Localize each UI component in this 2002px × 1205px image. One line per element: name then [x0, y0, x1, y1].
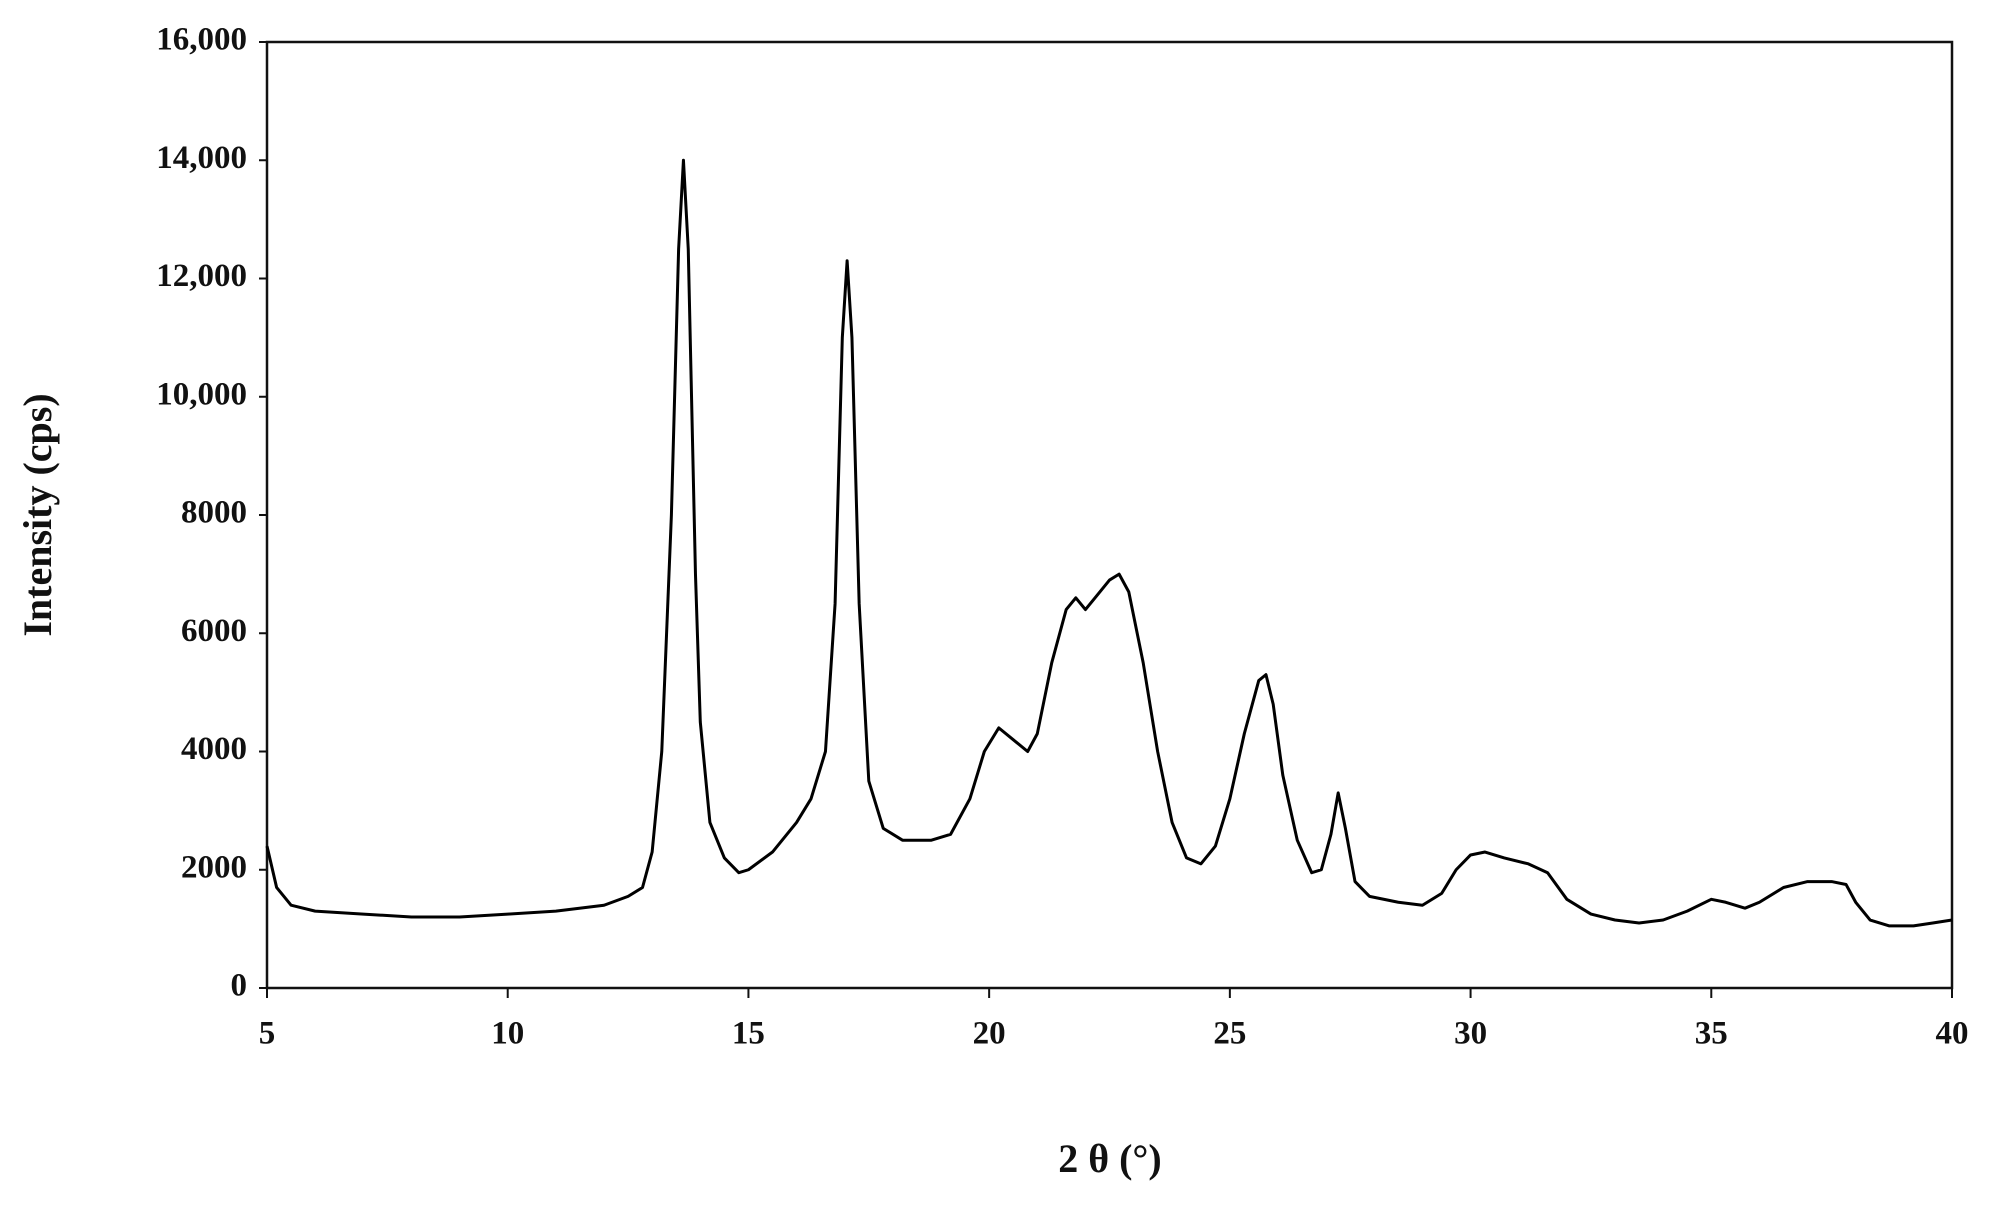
data-line [265, 158, 1953, 928]
x-tick-label: 35 [1695, 1016, 1728, 1052]
y-axis-title: Intensity (cps) [15, 393, 60, 636]
y-tick-label: 0 [231, 968, 248, 1004]
y-tick-label: 6000 [181, 613, 247, 649]
x-tick-label: 20 [973, 1016, 1006, 1052]
x-tick-label: 15 [732, 1016, 765, 1052]
y-tick-label: 4000 [181, 731, 247, 767]
x-tick-label: 40 [1936, 1016, 1969, 1052]
y-tick-label: 16,000 [156, 22, 247, 58]
y-tick-label: 14,000 [156, 140, 247, 176]
x-tick-label: 25 [1213, 1016, 1246, 1052]
plot-frame [265, 40, 1954, 990]
y-tick-label: 8000 [181, 495, 247, 531]
y-tick-label: 10,000 [156, 376, 247, 412]
x-tick-label: 10 [491, 1016, 524, 1052]
x-tick-label: 5 [259, 1016, 276, 1052]
y-tick-label: 12,000 [156, 258, 247, 294]
x-tick-label: 30 [1454, 1016, 1487, 1052]
x-axis-title: 2 θ (°) [1058, 1136, 1162, 1181]
y-tick-label: 2000 [181, 849, 247, 885]
